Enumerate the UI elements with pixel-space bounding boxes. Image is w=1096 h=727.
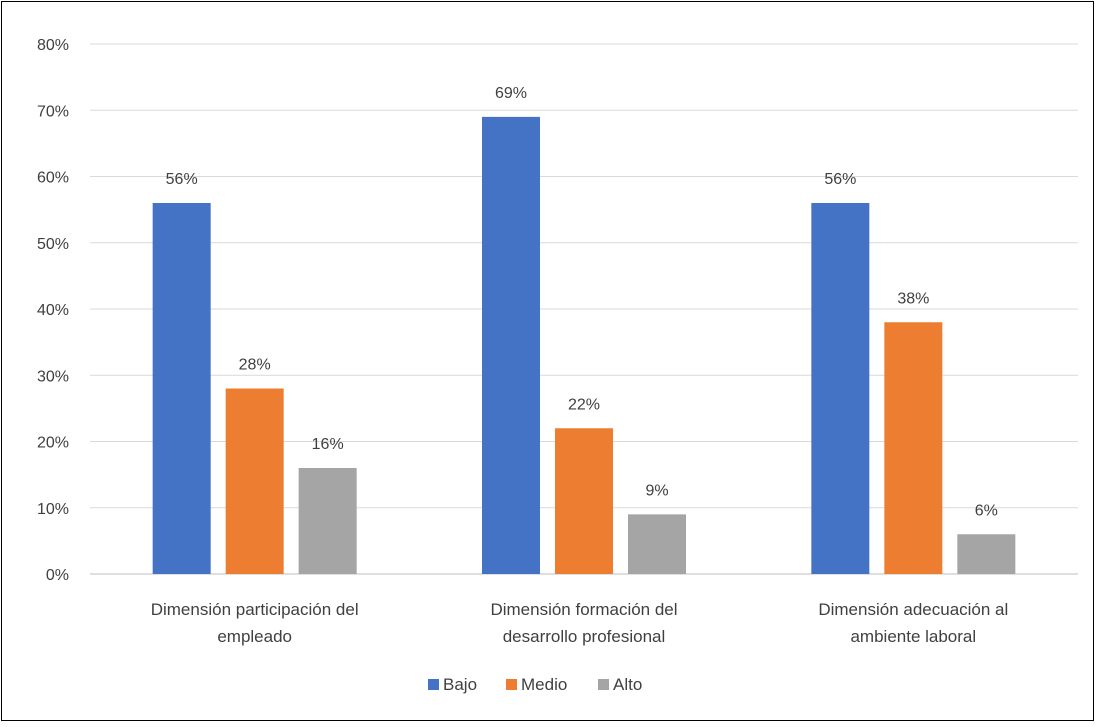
y-tick-label: 60% (37, 170, 69, 187)
bar-medio (225, 388, 284, 574)
bar-alto (957, 534, 1016, 574)
data-label: 38% (897, 290, 929, 307)
y-tick-label: 50% (37, 236, 69, 253)
x-category-label: Dimensión adecuación al (818, 600, 1008, 619)
bar-bajo (811, 203, 870, 574)
data-label: 69% (495, 85, 527, 102)
bar-medio (555, 428, 613, 574)
y-tick-label: 70% (37, 103, 69, 120)
data-label: 28% (239, 357, 271, 374)
legend-label-medio: Medio (521, 675, 567, 694)
x-category-label: ambiente laboral (850, 627, 976, 646)
data-label: 6% (975, 502, 998, 519)
y-tick-label: 30% (37, 368, 69, 385)
bar-bajo (482, 116, 540, 574)
y-tick-label: 80% (37, 37, 69, 54)
x-category-label: Dimensión participación del (151, 600, 359, 619)
bar-alto (628, 514, 686, 574)
y-tick-label: 20% (37, 435, 69, 452)
legend-swatch-medio (506, 679, 517, 690)
legend-swatch-alto (598, 679, 609, 690)
data-label: 22% (568, 396, 600, 413)
data-label: 56% (166, 171, 198, 188)
bar-medio (884, 322, 943, 574)
data-label: 16% (312, 436, 344, 453)
y-tick-label: 10% (37, 501, 69, 518)
x-category-label: empleado (217, 627, 292, 646)
legend-label-alto: Alto (613, 675, 642, 694)
data-label: 56% (824, 171, 856, 188)
y-tick-label: 0% (46, 567, 69, 584)
y-tick-label: 40% (37, 302, 69, 319)
x-category-label: Dimensión formación del (490, 600, 677, 619)
bar-alto (298, 468, 357, 574)
x-category-label: desarrollo profesional (503, 627, 666, 646)
legend-swatch-bajo (428, 679, 439, 690)
bar-bajo (152, 203, 211, 574)
legend-label-bajo: Bajo (443, 675, 477, 694)
data-label: 9% (645, 482, 668, 499)
